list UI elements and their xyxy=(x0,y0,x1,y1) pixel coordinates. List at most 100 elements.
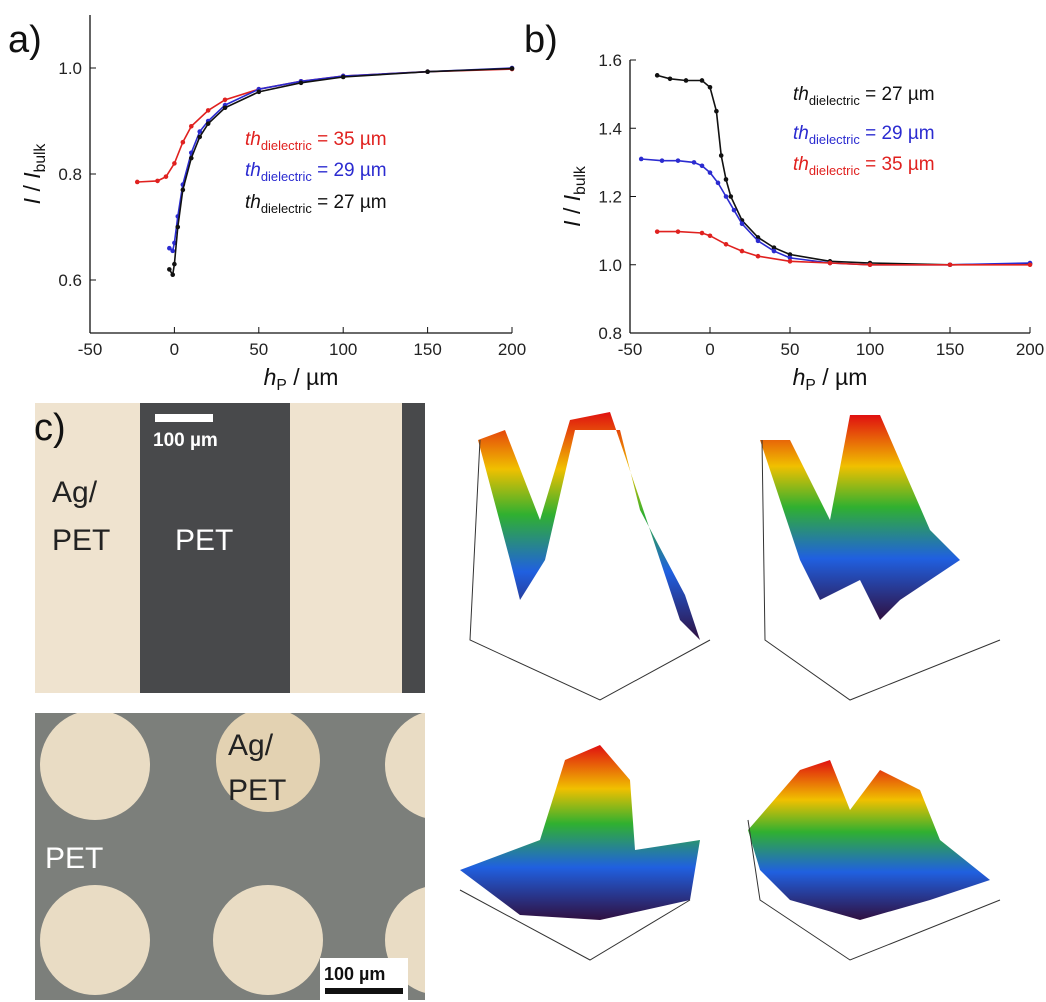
panel-label: b) xyxy=(524,19,558,61)
y-tick-label: 0.8 xyxy=(598,324,622,343)
data-point xyxy=(692,160,697,165)
data-point xyxy=(756,239,761,244)
data-point xyxy=(206,108,211,113)
panel-label: a) xyxy=(8,19,42,61)
data-point xyxy=(724,242,729,247)
data-point xyxy=(172,161,177,166)
data-point xyxy=(772,249,777,254)
data-point xyxy=(170,272,175,277)
data-point xyxy=(167,267,172,272)
data-point xyxy=(714,109,719,114)
axis-label: thdielectric = 29 µm xyxy=(793,123,935,147)
data-point xyxy=(206,121,211,126)
label-part: = 35 µm xyxy=(312,129,387,150)
data-point xyxy=(1028,262,1033,267)
data-point xyxy=(299,81,304,86)
data-point xyxy=(170,249,175,254)
label-part: th xyxy=(793,123,809,144)
data-point xyxy=(189,124,194,129)
region-label: PET xyxy=(175,524,233,557)
data-point xyxy=(684,78,689,83)
label-part: dielectric xyxy=(809,93,860,108)
axis-label: thdielectric = 27 µm xyxy=(793,84,935,108)
silver-dot xyxy=(40,710,150,820)
data-point xyxy=(756,254,761,259)
scale-bar-label: 100 µm xyxy=(153,430,218,451)
x-tick-label: 200 xyxy=(498,340,526,359)
data-point xyxy=(708,233,713,238)
scale-bar xyxy=(325,988,403,994)
data-point xyxy=(223,105,228,110)
region-label: PET xyxy=(228,774,286,807)
label-part: th xyxy=(245,160,261,181)
data-point xyxy=(425,69,430,74)
surface-plot xyxy=(460,745,700,960)
y-tick-label: 1.6 xyxy=(598,51,622,70)
surface xyxy=(478,412,700,640)
scale-bar xyxy=(155,414,213,422)
label-part: th xyxy=(793,84,809,105)
label-part: = 27 µm xyxy=(860,84,935,105)
label-part: th xyxy=(245,129,261,150)
y-tick-label: 1.0 xyxy=(58,59,82,78)
surface xyxy=(748,760,990,920)
data-point xyxy=(172,262,177,267)
x-tick-label: 50 xyxy=(249,340,268,359)
label-part: dielectric xyxy=(809,163,860,178)
surface-plot xyxy=(748,760,1000,960)
silver-stripe xyxy=(290,403,402,693)
x-tick-label: 100 xyxy=(856,340,884,359)
data-point xyxy=(164,174,169,179)
data-point xyxy=(135,180,140,185)
label-part: h xyxy=(793,364,806,390)
data-point xyxy=(155,179,160,184)
silver-dot xyxy=(385,710,495,820)
scale-bar-label: 100 µm xyxy=(324,964,385,984)
data-point xyxy=(700,231,705,236)
data-point xyxy=(740,249,745,254)
label-part: th xyxy=(245,192,261,213)
x-tick-label: 50 xyxy=(781,340,800,359)
label-part: / µm xyxy=(816,364,868,390)
data-point xyxy=(175,225,180,230)
data-point xyxy=(510,66,515,71)
y-tick-label: 1.4 xyxy=(598,119,622,138)
data-point xyxy=(868,262,873,267)
y-tick-label: 0.8 xyxy=(58,165,82,184)
data-point xyxy=(197,135,202,140)
silver-dot xyxy=(40,885,150,995)
label-part: dielectric xyxy=(809,132,860,147)
data-point xyxy=(719,153,724,158)
silver-dot xyxy=(213,885,323,995)
data-point xyxy=(639,157,644,162)
data-point xyxy=(700,78,705,83)
label-part: dielectric xyxy=(261,201,312,216)
label-part: h xyxy=(264,364,277,390)
x-tick-label: 150 xyxy=(936,340,964,359)
data-point xyxy=(740,222,745,227)
axis-label: hP / µm xyxy=(264,364,339,394)
label-part: dielectric xyxy=(261,138,312,153)
y-tick-label: 1.2 xyxy=(598,188,622,207)
x-tick-label: 200 xyxy=(1016,340,1044,359)
panel-label: c) xyxy=(34,407,66,449)
axis-label: I / Ibulk xyxy=(559,166,589,227)
axis-label: hP / µm xyxy=(793,364,868,394)
surface xyxy=(460,745,700,920)
label-part: = 27 µm xyxy=(312,192,387,213)
axis-label: thdielectric = 27 µm xyxy=(245,192,387,216)
data-point xyxy=(828,261,833,266)
region-label: Ag/ xyxy=(52,476,98,509)
label-part: / xyxy=(19,179,45,198)
label-part: dielectric xyxy=(261,169,312,184)
label-part: = 29 µm xyxy=(860,123,935,144)
axis-label: I / Ibulk xyxy=(19,144,49,205)
data-point xyxy=(189,156,194,161)
data-point xyxy=(700,163,705,168)
region-label: PET xyxy=(45,842,103,875)
data-point xyxy=(724,177,729,182)
label-part: th xyxy=(793,154,809,175)
data-point xyxy=(223,98,228,103)
x-tick-label: 100 xyxy=(329,340,357,359)
